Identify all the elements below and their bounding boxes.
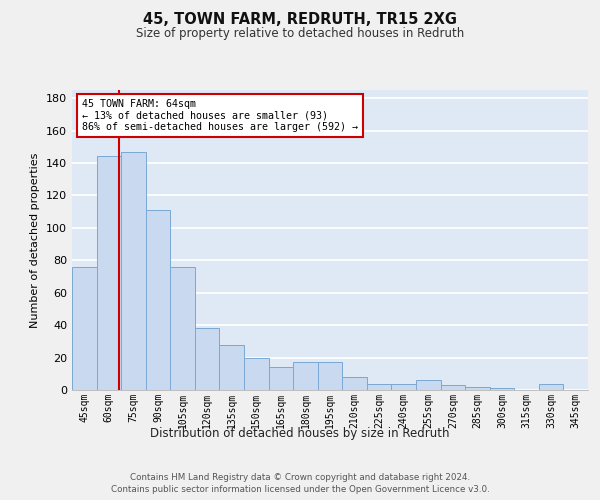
Bar [367, 384, 391, 390]
Bar [465, 387, 490, 390]
Text: Size of property relative to detached houses in Redruth: Size of property relative to detached ho… [136, 28, 464, 40]
Bar [97, 156, 121, 390]
Bar [244, 358, 269, 390]
Bar [391, 384, 416, 390]
Text: Contains HM Land Registry data © Crown copyright and database right 2024.: Contains HM Land Registry data © Crown c… [130, 472, 470, 482]
Text: 45, TOWN FARM, REDRUTH, TR15 2XG: 45, TOWN FARM, REDRUTH, TR15 2XG [143, 12, 457, 28]
Bar [195, 328, 220, 390]
Y-axis label: Number of detached properties: Number of detached properties [31, 152, 40, 328]
Text: Contains public sector information licensed under the Open Government Licence v3: Contains public sector information licen… [110, 485, 490, 494]
Bar [121, 152, 146, 390]
Text: 45 TOWN FARM: 64sqm
← 13% of detached houses are smaller (93)
86% of semi-detach: 45 TOWN FARM: 64sqm ← 13% of detached ho… [82, 99, 358, 132]
Bar [269, 368, 293, 390]
Bar [539, 384, 563, 390]
Bar [146, 210, 170, 390]
Bar [293, 362, 318, 390]
Bar [342, 377, 367, 390]
Text: Distribution of detached houses by size in Redruth: Distribution of detached houses by size … [150, 428, 450, 440]
Bar [220, 344, 244, 390]
Bar [440, 385, 465, 390]
Bar [416, 380, 440, 390]
Bar [170, 267, 195, 390]
Bar [318, 362, 342, 390]
Bar [490, 388, 514, 390]
Bar [72, 267, 97, 390]
